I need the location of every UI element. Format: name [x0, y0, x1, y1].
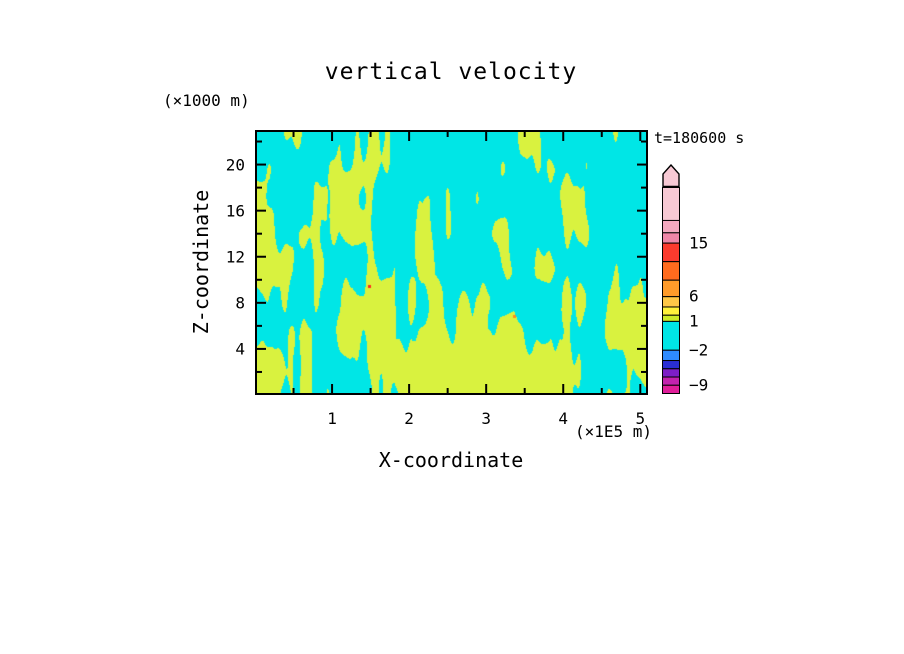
colorbar-segment: [662, 219, 680, 234]
x-tick-label: 3: [481, 409, 491, 428]
colorbar-segment: [662, 232, 680, 244]
x-axis-unit: (×1E5 m): [574, 422, 652, 441]
colorbar-segment: [662, 384, 680, 394]
colorbar-segment: [662, 306, 680, 316]
z-tick-label: 4: [235, 339, 245, 359]
colorbar-tick-label: −9: [689, 375, 709, 395]
colorbar-tick-label: 15: [689, 233, 709, 253]
colorbar-segment: [662, 187, 680, 221]
colorbar-segment: [662, 242, 680, 263]
plot-area: [255, 130, 648, 395]
heatmap-canvas: [255, 130, 648, 395]
z-axis-unit: (×1000 m): [163, 91, 250, 110]
x-tick-label: 4: [558, 409, 569, 428]
z-axis-label: Z-coordinate: [189, 189, 213, 335]
colorbar-scale: [662, 187, 680, 394]
colorbar-segment: [662, 314, 680, 322]
colorbar-segment: [662, 296, 680, 308]
colorbar: 15 6 1 −2 −9: [662, 164, 762, 404]
z-tick-label: 12: [225, 247, 245, 267]
x-tick-label: 1: [327, 409, 337, 428]
colorbar-segment: [662, 279, 680, 298]
colorbar-segment: [662, 349, 680, 362]
colorbar-segment: [662, 320, 680, 351]
plot-title: vertical velocity: [324, 59, 578, 85]
colorbar-arrow-icon: [662, 164, 680, 187]
x-axis-label: X-coordinate: [378, 448, 524, 472]
z-tick-label: 20: [225, 155, 245, 175]
colorbar-segment: [662, 261, 680, 281]
colorbar-segment: [662, 360, 680, 370]
x-tick-label: 5: [635, 409, 646, 428]
z-tick-label: 8: [235, 293, 245, 313]
colorbar-tick-label: 1: [689, 311, 699, 331]
x-tick-label: 2: [404, 409, 414, 428]
colorbar-segment: [662, 376, 680, 386]
time-annotation: t=180600 s: [654, 129, 745, 147]
colorbar-tick-label: 6: [689, 286, 699, 306]
z-tick-label: 16: [225, 201, 245, 221]
plot-frame: [255, 130, 648, 395]
colorbar-segment: [662, 368, 680, 378]
colorbar-tick-label: −2: [689, 340, 709, 360]
